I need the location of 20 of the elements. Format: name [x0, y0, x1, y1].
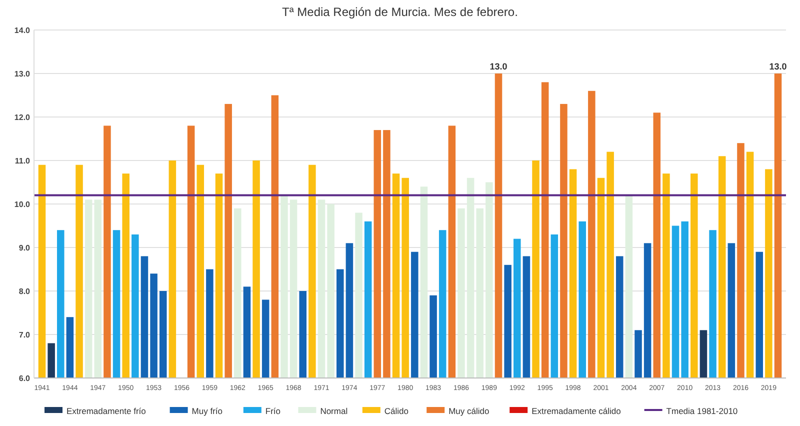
legend-label: Muy cálido [448, 406, 490, 416]
y-tick-label: 6.0 [18, 374, 31, 383]
y-tick-label: 9.0 [18, 244, 31, 252]
legend-label: Extremadamente frío [66, 406, 146, 416]
data-label: 13.0 [769, 62, 787, 72]
legend-label: Cálido [384, 406, 409, 416]
legend-label: Muy frío [192, 406, 223, 416]
legend-label: Tmedia 1981-2010 [666, 406, 738, 416]
y-tick-label: 10.0 [14, 200, 31, 209]
legend-label: Frío [265, 406, 281, 416]
chart-title: Tª Media Región de Murcia. Mes de febrero. [282, 5, 518, 19]
legend-label: Extremadamente cálido [532, 406, 622, 416]
legend-label: Normal [320, 406, 348, 416]
y-tick-label: 12.0 [14, 113, 31, 122]
y-tick-label: 7.0 [18, 330, 31, 340]
data-label: 13.0 [490, 62, 508, 72]
y-tick-label: 8.0 [18, 287, 31, 296]
y-tick-label: 11.0 [14, 156, 31, 166]
y-tick-label: 14.0 [14, 26, 31, 35]
y-tick-label: 13.0 [14, 70, 31, 78]
